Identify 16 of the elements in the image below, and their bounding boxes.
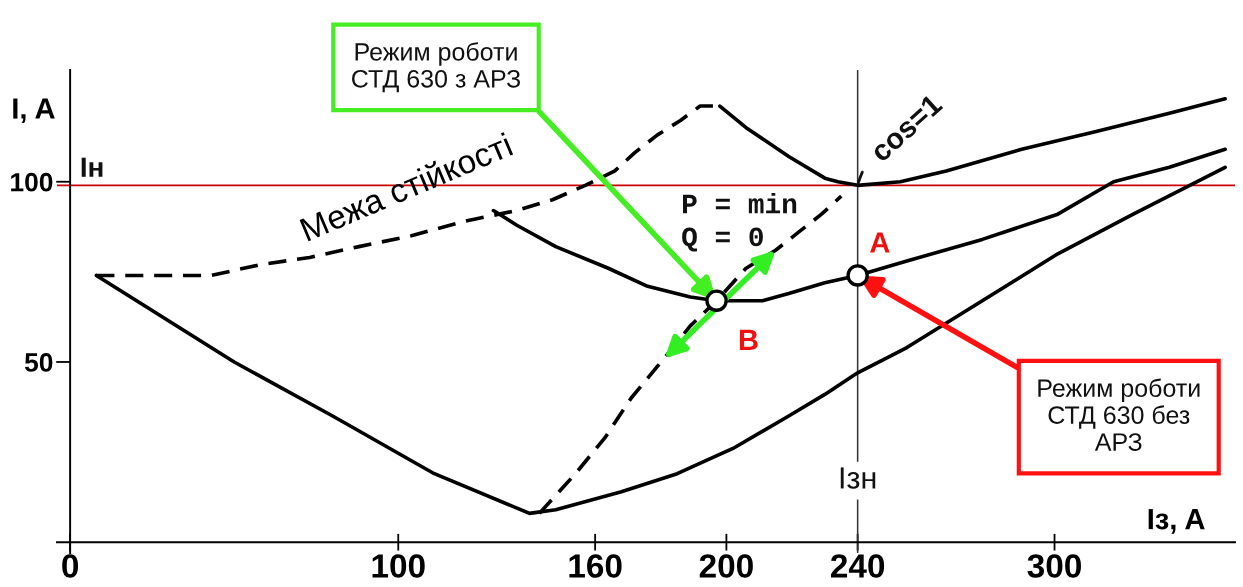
annotation: Режим роботи СТД 630 без АРЗ	[1038, 378, 1200, 451]
annotation: P = min Q = 0	[682, 193, 797, 252]
x-tick-label: 300	[1027, 554, 1081, 578]
y-axis-title: I, A	[13, 98, 55, 124]
x-tick-label: 240	[831, 554, 885, 578]
annotation: A	[870, 232, 890, 253]
annotation: Режим роботи СТД 630 з АРЗ	[352, 42, 520, 93]
x-tick-label: 0	[62, 554, 79, 578]
x-tick-label: 200	[699, 554, 753, 578]
x-axis-title: Iз, A	[1148, 509, 1205, 534]
x-tick-label: 100	[372, 554, 425, 578]
x-tick-label: 160	[569, 554, 622, 578]
y-tick-label: 50	[24, 353, 53, 372]
annotation: B	[739, 329, 758, 350]
ref-line-label: Iзн	[840, 467, 876, 489]
ref-line-label: Iн	[81, 157, 103, 177]
